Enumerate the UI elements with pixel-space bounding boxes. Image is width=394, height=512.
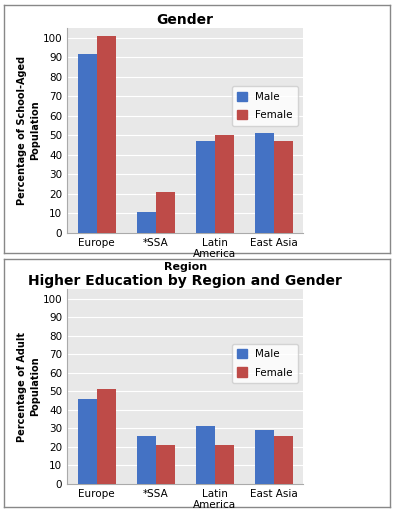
Bar — [137, 211, 156, 233]
Y-axis label: Percentage of School-Aged
Population: Percentage of School-Aged Population — [17, 56, 40, 205]
Y-axis label: Percentage of Adult
Population: Percentage of Adult Population — [17, 332, 40, 441]
Legend: Male, Female: Male, Female — [232, 344, 298, 383]
Title: Gender: Gender — [157, 13, 214, 27]
Bar — [196, 426, 215, 484]
Bar — [255, 134, 274, 233]
Bar — [274, 141, 293, 233]
Bar — [78, 399, 97, 484]
Legend: Male, Female: Male, Female — [232, 87, 298, 125]
Bar — [255, 430, 274, 484]
Bar — [215, 445, 234, 484]
Title: Higher Education by Region and Gender: Higher Education by Region and Gender — [28, 274, 342, 288]
Bar — [97, 389, 115, 484]
Bar — [137, 436, 156, 484]
Bar — [274, 436, 293, 484]
Bar — [78, 54, 97, 233]
Bar — [156, 445, 175, 484]
Bar — [156, 192, 175, 233]
Bar — [215, 136, 234, 233]
X-axis label: Region: Region — [164, 262, 207, 272]
Bar — [196, 141, 215, 233]
Bar — [97, 36, 115, 233]
